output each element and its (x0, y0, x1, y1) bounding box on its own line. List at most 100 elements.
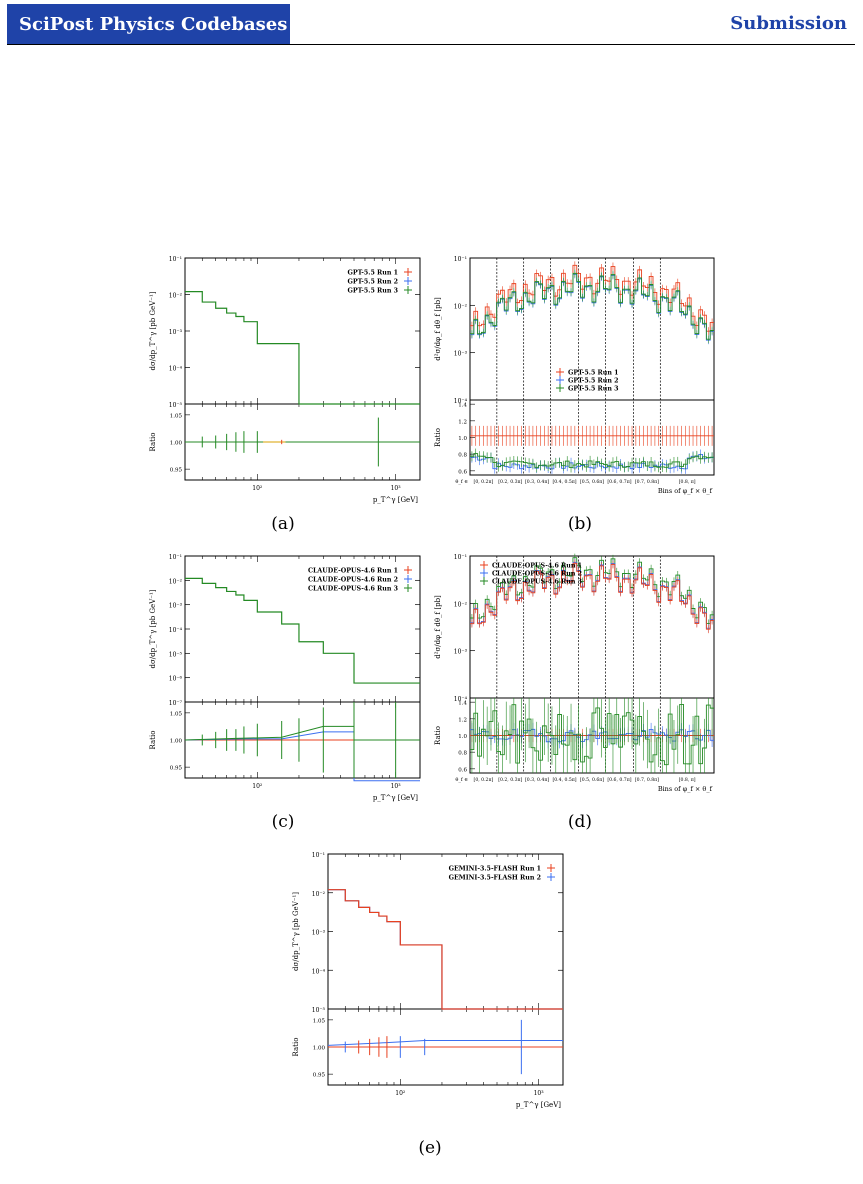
x-tick-label: 10³ (391, 783, 402, 790)
ratio-line (327, 1039, 563, 1046)
y-tick-label: 10⁻⁵ (169, 651, 183, 658)
y-tick-label: 10⁻¹ (454, 554, 467, 561)
y-tick-label: 10⁻⁴ (169, 627, 183, 634)
ratio-tick-label: 1.2 (458, 419, 467, 425)
bin-label: [0.4, 0.5π] (552, 479, 576, 485)
x-tick-label: 10² (252, 783, 263, 790)
chart-svg-panel-a: 10⁻¹ 10⁻² 10⁻³ 10⁻⁴ 10⁻⁵ 10² 10³ p_T^γ [GeV] dσ/… (149, 256, 421, 504)
figure-panel-e: 10⁻¹ 10⁻² 10⁻³ 10⁻⁴ 10⁻⁵ 10² 10³ p_T^γ [GeV] dσ/… (283, 848, 573, 1115)
bin-label: [0.2, 0.3π] (498, 777, 522, 783)
y-tick-label: 10⁻¹ (454, 256, 467, 263)
caption-d: (d) (567, 812, 593, 832)
y-tick-label: 10⁻³ (312, 930, 326, 937)
legend-label: GPT-5.5 Run 2 (348, 279, 398, 286)
bin-label: [0.7, 0.8π] (635, 777, 659, 783)
ratio-tick-label: 0.6 (458, 767, 467, 773)
figure-panel-a: 10⁻¹ 10⁻² 10⁻³ 10⁻⁴ 10⁻⁵ 10² 10³ p_T^γ [GeV] dσ/… (140, 252, 430, 510)
bin-label: [0.6, 0.7π] (607, 479, 631, 485)
legend-label: GEMINI-3.5-FLASH Run 1 (449, 866, 541, 873)
y-tick-label: 10⁻³ (169, 329, 183, 336)
ratio-tick-label: 1.0 (458, 436, 467, 442)
ratio-line (184, 725, 420, 741)
caption-e: (e) (418, 1138, 442, 1158)
legend-label: CLAUDE-OPUS-4.6 Run 1 (492, 563, 582, 570)
ratio-tick-label: 0.95 (313, 1073, 326, 1079)
y-tick-label: 10⁻³ (454, 649, 468, 656)
chart-svg-panel-c: 10⁻¹ 10⁻² 10⁻³ 10⁻⁴ 10⁻⁵ 10⁻⁶ 10⁻⁷ 10² 10³ p_T^γ … (149, 554, 421, 802)
legend-label: GPT-5.5 Run 3 (348, 288, 398, 295)
x-axis-label: p_T^γ [GeV] (516, 1101, 561, 1109)
legend-label: GPT-5.5 Run 1 (348, 270, 398, 277)
chart-svg-panel-b: 10⁻¹ 10⁻² 10⁻³ 10⁻⁴ d²σ/dφ_f dθ_f [pb] Ratio 1… (434, 256, 715, 495)
ratio-tick-label: 1.2 (458, 717, 467, 723)
y-tick-label: 10⁻⁴ (454, 696, 468, 703)
ratio-tick-label: 1.4 (458, 403, 467, 409)
ratio-axis-label: Ratio (149, 433, 157, 452)
y-tick-label: 10⁻⁷ (169, 700, 183, 707)
header-rule (7, 44, 855, 45)
ratio-tick-label: 0.95 (170, 468, 183, 474)
ratio-tick-label: 1.00 (313, 1046, 326, 1052)
journal-title: SciPost Physics Codebases (19, 13, 288, 35)
ratio-axis-label: Ratio (434, 428, 442, 447)
legend-label: CLAUDE-OPUS-4.6 Run 3 (492, 579, 582, 586)
ratio-axis-label: Ratio (149, 731, 157, 750)
histogram-line (185, 291, 420, 405)
ratio-tick-label: 1.05 (313, 1018, 326, 1024)
y-tick-label: 10⁻² (169, 293, 183, 300)
bin-label: [0.6, 0.7π] (607, 777, 631, 783)
ratio-axis-label: Ratio (434, 726, 442, 745)
journal-badge: SciPost Physics Codebases (7, 4, 290, 44)
legend-label: CLAUDE-OPUS-4.6 Run 3 (308, 586, 398, 593)
x-axis-label: p_T^γ [GeV] (373, 794, 418, 802)
histogram-line (470, 272, 714, 340)
y-tick-label: 10⁻² (312, 891, 326, 898)
legend-label: GPT-5.5 Run 1 (568, 370, 618, 377)
bin-prefix: θ_f ∈ (455, 479, 468, 485)
histogram-line (185, 577, 420, 684)
ratio-tick-label: 1.0 (458, 734, 467, 740)
y-tick-label: 10⁻⁴ (454, 398, 468, 405)
y-axis-label: dσ/dp_T^γ [pb GeV⁻¹] (149, 291, 157, 370)
y-tick-label: 10⁻¹ (169, 256, 182, 263)
y-tick-label: 10⁻² (169, 578, 183, 585)
ratio-tick-label: 0.8 (458, 453, 467, 459)
bin-label: [0.5, 0.6π] (580, 777, 604, 783)
bin-label: [0.3, 0.4π] (525, 479, 549, 485)
caption-b: (b) (567, 514, 593, 534)
caption-c: (c) (271, 812, 295, 832)
ratio-line (470, 453, 714, 468)
y-tick-label: 10⁻⁴ (312, 968, 326, 975)
figure-panel-b: 10⁻¹ 10⁻² 10⁻³ 10⁻⁴ d²σ/dφ_f dθ_f [pb] Ratio 1… (425, 252, 725, 505)
ratio-axis-label: Ratio (292, 1038, 300, 1057)
y-axis-label: d²σ/dφ_f dθ_f [pb] (434, 595, 442, 659)
legend-label: CLAUDE-OPUS-4.6 Run 1 (308, 568, 398, 575)
bin-label: [0, 0.2π] (474, 479, 494, 485)
y-tick-label: 10⁻⁴ (169, 366, 183, 373)
figure-panel-c: 10⁻¹ 10⁻² 10⁻³ 10⁻⁴ 10⁻⁵ 10⁻⁶ 10⁻⁷ 10² 10³ p_T^γ … (140, 550, 430, 808)
y-tick-label: 10⁻⁶ (169, 676, 183, 683)
x-tick-label: 10³ (391, 485, 402, 492)
ratio-tick-label: 0.8 (458, 751, 467, 757)
figure-panel-d: 10⁻¹ 10⁻² 10⁻³ 10⁻⁴ d²σ/dφ_f dθ_f [pb] Ratio 1… (425, 550, 725, 803)
y-tick-label: 10⁻³ (454, 351, 468, 358)
ratio-line (470, 454, 714, 470)
y-axis-label: dσ/dp_T^γ [pb GeV⁻¹] (149, 589, 157, 668)
x-tick-label: 10² (395, 1090, 406, 1097)
section-label: Submission (730, 13, 847, 34)
y-tick-label: 10⁻³ (169, 603, 183, 610)
x-axis-label: Bins of φ_f × θ_f (658, 785, 713, 793)
ratio-tick-label: 1.00 (170, 739, 183, 745)
legend-label: GPT-5.5 Run 2 (568, 378, 618, 385)
histogram-line (470, 562, 714, 630)
x-axis-label: p_T^γ [GeV] (373, 496, 418, 504)
x-tick-label: 10² (252, 485, 263, 492)
y-axis-label: d²σ/dφ_f dθ_f [pb] (434, 297, 442, 361)
y-tick-label: 10⁻¹ (169, 554, 182, 561)
histogram-line (328, 889, 563, 1010)
bin-label: [0.8, π] (679, 479, 696, 485)
y-tick-label: 10⁻² (454, 303, 468, 310)
x-tick-label: 10³ (534, 1090, 545, 1097)
ratio-tick-label: 1.00 (170, 441, 183, 447)
ratio-tick-label: 1.05 (170, 711, 183, 717)
